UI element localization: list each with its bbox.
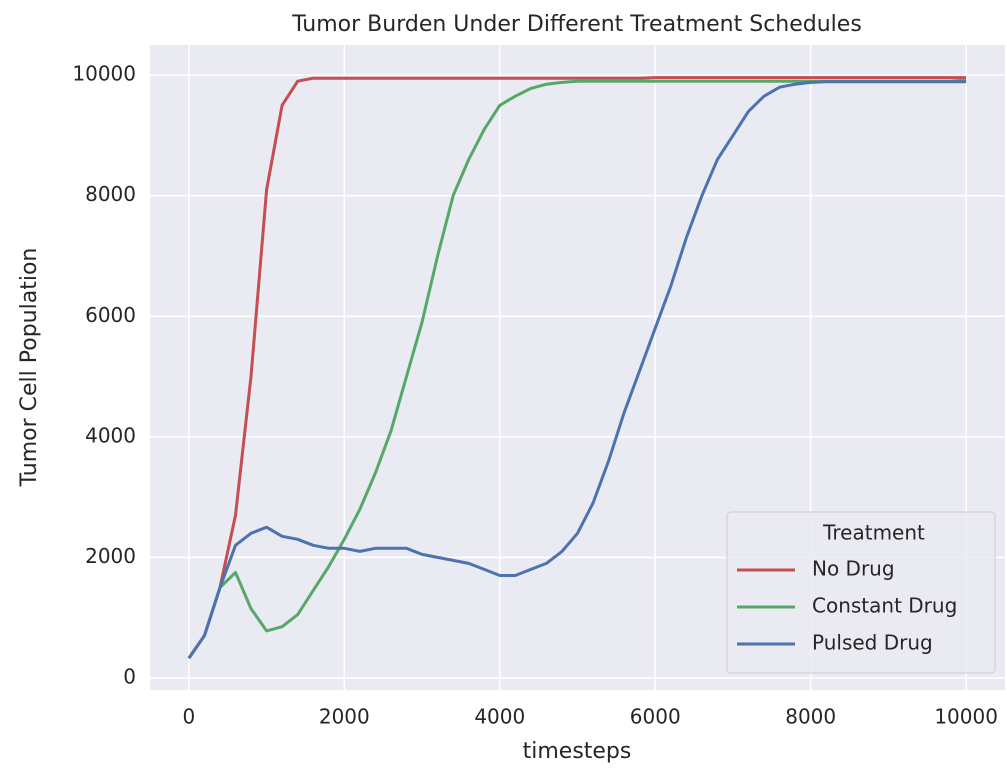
y-tick-label: 0 — [123, 664, 136, 688]
legend-title: Treatment — [822, 521, 925, 545]
y-tick-label: 2000 — [85, 544, 136, 568]
x-axis-label: timesteps — [523, 739, 632, 764]
x-tick-label: 8000 — [785, 705, 836, 729]
series-line — [187, 80, 967, 659]
x-tick-label: 6000 — [630, 705, 681, 729]
y-tick-label: 8000 — [85, 182, 136, 206]
legend-label: Constant Drug — [812, 594, 957, 618]
lines — [187, 76, 967, 659]
legend-label: Pulsed Drug — [812, 631, 933, 655]
grid — [150, 45, 1005, 690]
y-tick-label: 4000 — [85, 423, 136, 447]
legend-box — [726, 511, 996, 674]
y-tick-label: 6000 — [85, 303, 136, 327]
x-tick-label: 4000 — [474, 705, 525, 729]
legend: Treatment No Drug Constant Drug Pulsed Drug — [726, 511, 996, 674]
x-tick-label: 0 — [182, 705, 195, 729]
chart-title: Tumor Burden Under Different Treatment S… — [291, 12, 862, 37]
x-tick-label: 10000 — [934, 705, 998, 729]
legend-label: No Drug — [812, 557, 895, 581]
x-tick-label: 2000 — [319, 705, 370, 729]
y-axis-label: Tumor Cell Population — [17, 248, 42, 488]
y-tick-label: 10000 — [72, 62, 136, 86]
series-line — [187, 76, 967, 659]
